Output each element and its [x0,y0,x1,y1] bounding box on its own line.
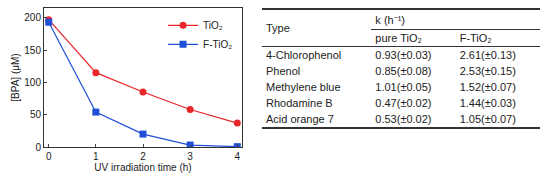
svg-text:150: 150 [24,45,41,56]
svg-text:50: 50 [30,109,42,120]
svg-text:4: 4 [235,151,241,162]
svg-text:0: 0 [35,142,41,153]
html-text:1.44(±0.03): 1.44(±0.03) [459,97,516,109]
html-text:4-Chlorophenol: 4-Chlorophenol [266,49,342,61]
html-text:2.53(±0.15): 2.53(±0.15) [459,65,516,77]
svg-text:200: 200 [24,12,41,23]
svg-text:3: 3 [187,151,193,162]
html-text:F-TiO₂: F-TiO₂ [459,32,492,44]
html-text:Rhodamine B: Rhodamine B [266,97,333,109]
svg-text:TiO₂: TiO₂ [203,20,223,31]
html-text:Phenol: Phenol [266,65,301,77]
svg-text:0: 0 [46,151,52,162]
svg-text:UV irradiation time (h): UV irradiation time (h) [94,162,191,173]
html-text:0.53(±0.02): 0.53(±0.02) [375,113,432,125]
svg-text:F-TiO₂: F-TiO₂ [203,39,232,50]
html-text:0.47(±0.02): 0.47(±0.02) [375,97,432,109]
svg-text:2: 2 [140,151,146,162]
html-text:1.01(±0.05): 1.01(±0.05) [375,81,432,93]
html-text:1.52(±0.07): 1.52(±0.07) [459,81,516,93]
svg-text:1: 1 [93,151,99,162]
html-text:Methylene blue: Methylene blue [266,81,341,93]
html-text:Acid orange 7: Acid orange 7 [266,113,334,125]
html-text:2.61(±0.13): 2.61(±0.13) [459,49,516,61]
html-text:k (h⁻¹): k (h⁻¹) [375,14,405,26]
svg-text:[BPA] (μM): [BPA] (μM) [10,53,21,101]
html-text:pure TiO₂: pure TiO₂ [375,32,422,44]
html-text:Type: Type [266,22,290,34]
html-text:1.05(±0.07): 1.05(±0.07) [459,113,516,125]
svg-text:100: 100 [24,77,41,88]
html-text:0.93(±0.03): 0.93(±0.03) [375,49,432,61]
html-text:0.85(±0.08): 0.85(±0.08) [375,65,432,77]
